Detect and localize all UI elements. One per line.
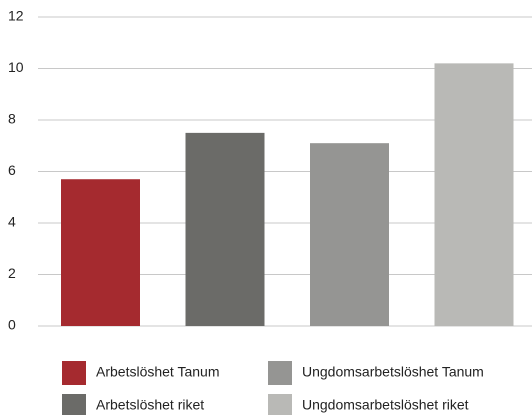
y-tick-label: 8	[8, 111, 16, 127]
y-tick-label: 10	[8, 59, 24, 75]
bar	[310, 143, 389, 326]
y-tick-label: 4	[8, 214, 16, 230]
legend-label: Ungdomsarbetslöshet Tanum	[302, 364, 484, 380]
legend-label: Ungdomsarbetslöshet riket	[302, 397, 469, 413]
legend-swatch	[268, 394, 292, 415]
legend-swatch	[268, 361, 292, 385]
bar	[434, 63, 514, 326]
y-tick-label: 12	[8, 8, 24, 24]
y-tick-label: 0	[8, 317, 16, 333]
legend-label: Arbetslöshet riket	[96, 397, 204, 413]
legend-swatch	[62, 394, 86, 415]
bar	[185, 132, 265, 326]
legend-swatch	[62, 361, 86, 385]
y-tick-label: 6	[8, 162, 16, 178]
bar	[61, 179, 140, 326]
y-tick-label: 2	[8, 265, 16, 281]
legend-label: Arbetslöshet Tanum	[96, 364, 219, 380]
